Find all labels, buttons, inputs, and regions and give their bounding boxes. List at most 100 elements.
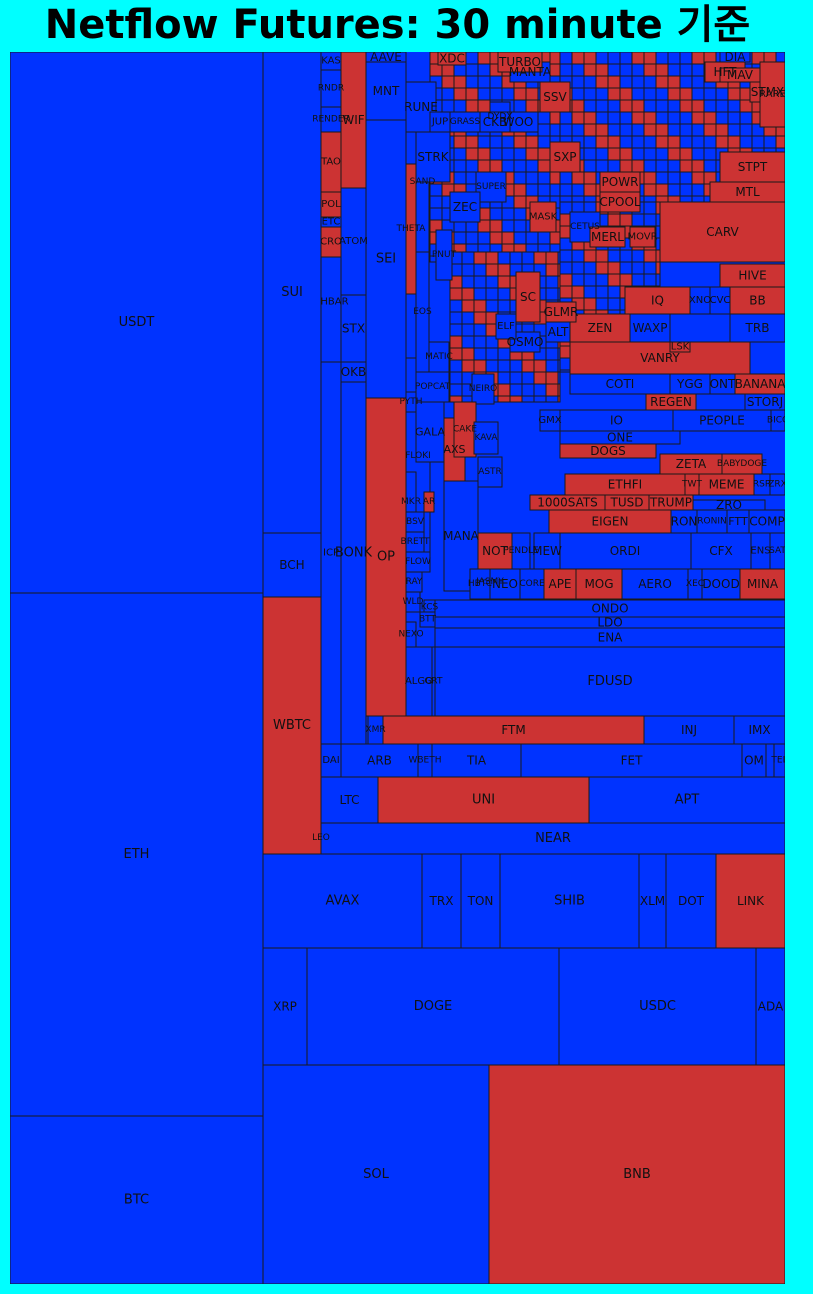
treemap-cell-lsk [669,341,691,353]
treemap-cell-link [715,853,785,949]
treemap-minor-cell [631,135,645,149]
treemap-label-bb: BB [749,294,765,308]
treemap-label-mkr: MKR [401,497,421,507]
treemap-minor-cell [477,63,491,77]
treemap-minor-cell [607,249,621,263]
treemap-label-zrx: ZRX [768,480,785,490]
treemap-minor-cell [545,371,559,385]
treemap-minor-cell [643,261,657,275]
treemap-cell-stx [340,294,367,363]
treemap-label-dood: DOOD [702,577,739,591]
treemap-label-super: SUPER [476,182,506,192]
treemap-label-tusd: TUSD [610,496,644,510]
treemap-minor-cell [559,123,573,137]
treemap-label-ftt: FTT [728,515,748,528]
treemap-label-dot: DOT [678,894,705,908]
treemap-cell-eth [10,592,264,1117]
treemap-label-dydx: DYDX [487,112,512,122]
treemap-minor-cell [537,135,551,149]
treemap-minor-cell [679,123,693,137]
treemap-label-rare: RARE [759,89,785,100]
treemap-minor-cell [679,183,693,197]
treemap-label-ont: ONT [710,377,736,391]
treemap-minor-cell [545,263,559,277]
treemap-label-trx: TRX [429,894,454,908]
treemap-minor-cell [607,123,621,137]
treemap-minor-cell [461,347,475,361]
treemap-cell-btt [419,611,436,628]
treemap-label-inj: INJ [681,723,697,737]
treemap-minor-cell [449,311,463,325]
treemap-cell-core [519,568,545,600]
treemap-minor-cell [441,99,455,113]
treemap-minor-cell [655,195,669,203]
treemap-minor-cell [751,135,765,149]
treemap-cell-comp [748,509,785,534]
treemap-minor-cell [521,251,535,265]
treemap-minor-cell [691,147,705,161]
treemap-minor-cell [643,52,657,65]
treemap-minor-cell [583,52,597,65]
treemap-minor-cell [703,147,717,161]
treemap-label-zec: ZEC [453,200,477,214]
treemap-label-neo: NEO [492,577,518,591]
treemap-label-sol: SOL [363,1167,389,1182]
treemap-label-1000sats: 1000SATS [537,496,598,510]
treemap-minor-cell [509,359,523,373]
treemap-label-leo: LEO [312,833,330,843]
treemap-minor-cell [461,263,475,277]
treemap-label-imx: IMX [748,723,770,737]
treemap-minor-cell [643,147,657,161]
treemap-cell-btc [10,1115,264,1284]
treemap-minor-cell [509,371,523,385]
treemap-minor-cell [453,135,467,149]
treemap-minor-cell [595,111,609,125]
treemap-cell-mask [529,201,557,233]
treemap-minor-cell [643,135,657,149]
treemap-minor-cell [679,159,693,173]
treemap-minor-cell [631,87,645,101]
treemap-label-arb: ARB [367,754,392,768]
treemap-cell-strk [415,131,451,183]
treemap-label-doge: DOGE [414,999,453,1014]
treemap-minor-cell [763,135,777,149]
treemap-minor-cell [655,111,669,125]
treemap-minor-cell [477,147,491,161]
treemap-minor-cell [607,63,621,77]
treemap-cell-zec [449,191,481,223]
treemap-minor-cell [509,251,523,265]
treemap-minor-cell [521,359,535,373]
treemap-minor-cell [619,63,633,77]
treemap-minor-cell [631,63,645,77]
treemap-label-sat: SAT [769,546,785,556]
treemap-minor-cell [739,123,753,137]
treemap-minor-cell [453,159,467,173]
treemap-minor-cell [727,87,741,101]
treemap-minor-cell [583,285,597,299]
treemap-minor-cell [545,287,559,301]
treemap-cell-pnut [435,229,453,281]
treemap-minor-cell [631,249,645,263]
treemap-minor-cell [571,273,585,287]
treemap-label-ldo: LDO [597,616,622,630]
treemap-minor-cell [727,111,741,125]
treemap-label-pol: POL [321,199,341,210]
treemap-minor-cell [619,249,633,263]
treemap-minor-cell [513,207,527,221]
treemap-cell-imx [733,715,785,745]
treemap-minor-cell [537,123,551,137]
treemap-cell-sxp [549,141,581,173]
treemap-cell-ar [423,491,435,513]
treemap-label-astr: ASTR [478,467,502,477]
treemap-cell-kava [473,421,499,455]
treemap-minor-cell [449,287,463,301]
treemap-cell-gmx [539,409,561,432]
treemap-minor-cell [537,171,551,185]
treemap-minor-cell [429,63,443,77]
treemap-label-ens: ENS [750,546,770,557]
treemap-label-woo: WOO [503,115,534,129]
treemap-minor-cell [533,371,547,385]
treemap-label-axs: AXS [443,443,465,456]
treemap-cell-not [477,532,513,570]
treemap-minor-cell [595,147,609,161]
